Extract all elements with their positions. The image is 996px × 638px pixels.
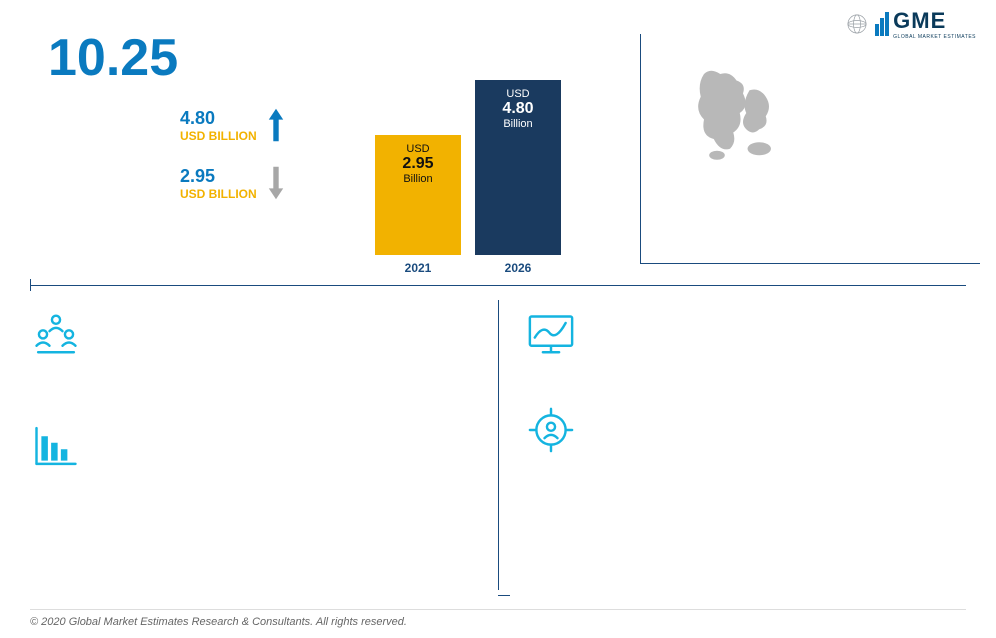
low-value-block: 2.95 USD BILLION bbox=[180, 163, 360, 203]
low-value: 2.95 bbox=[180, 166, 257, 187]
fastest-region-text: Asia Pacific is projected to be the fast… bbox=[593, 328, 966, 374]
bar-2021-wrap: USD 2.95 Billion 2021 bbox=[375, 135, 461, 275]
largest-segment-body: LARGEST SEGMENT The cloud-based segment … bbox=[98, 420, 478, 472]
high-unit: USD BILLION bbox=[180, 129, 257, 143]
cagr-block: 10.25 % CAGR (2021-2026) bbox=[48, 32, 200, 102]
bar-2026-wrap: USD 4.80 Billion 2026 bbox=[475, 80, 561, 275]
region-title: LARGEST REGION bbox=[665, 186, 980, 200]
bar-2026-value: 4.80 bbox=[502, 100, 533, 118]
region-text: North America is projected to be the lar… bbox=[665, 206, 945, 252]
bar-2021-year: 2021 bbox=[405, 261, 432, 275]
key-players-panel: KEY PLAYERS IQVIA Inc, CRF Health, Medid… bbox=[30, 310, 498, 390]
low-value-text: 2.95 USD BILLION bbox=[180, 166, 257, 201]
cagr-value: 10.25 bbox=[48, 29, 178, 87]
high-value-block: 4.80 USD BILLION bbox=[180, 105, 360, 145]
bar-chart-icon bbox=[30, 420, 82, 472]
bar-2026-unit: Billion bbox=[503, 118, 532, 130]
fastest-region-panel: FASTEST GROWING REGION Asia Pacific is p… bbox=[525, 310, 966, 374]
fastest-region-title: FASTEST GROWING REGION bbox=[593, 310, 966, 324]
bottom-row: KEY PLAYERS IQVIA Inc, CRF Health, Medid… bbox=[30, 300, 966, 590]
arrow-down-icon bbox=[267, 163, 285, 203]
bottom-left-column: KEY PLAYERS IQVIA Inc, CRF Health, Medid… bbox=[30, 300, 498, 590]
fastest-segment-text: Contract research organizations segment … bbox=[593, 422, 966, 468]
cagr-label: CAGR (2021-2026) bbox=[48, 88, 200, 102]
bar-2021: USD 2.95 Billion bbox=[375, 135, 461, 255]
copyright-text: © 2020 Global Market Estimates Research … bbox=[30, 609, 966, 628]
high-value-text: 4.80 USD BILLION bbox=[180, 108, 257, 143]
hr-divider bbox=[30, 285, 966, 286]
key-players-text: IQVIA Inc, CRF Health, Medidata Solution… bbox=[98, 328, 478, 390]
fastest-segment-body: FASTEST GROWING SEGMENT Contract researc… bbox=[593, 404, 966, 468]
values-column: 4.80 USD BILLION 2.95 USD BILLION bbox=[180, 105, 360, 221]
fastest-region-body: FASTEST GROWING REGION Asia Pacific is p… bbox=[593, 310, 966, 374]
bar-2026: USD 4.80 Billion bbox=[475, 80, 561, 255]
bar-2021-value: 2.95 bbox=[402, 155, 433, 173]
analysis-icon bbox=[70, 120, 150, 200]
bar-2026-usd: USD bbox=[506, 88, 529, 100]
largest-segment-text: The cloud-based segment is projected to … bbox=[98, 438, 478, 469]
key-players-title: KEY PLAYERS bbox=[98, 310, 478, 324]
largest-segment-panel: LARGEST SEGMENT The cloud-based segment … bbox=[30, 420, 498, 472]
cagr-percent: % bbox=[183, 58, 201, 80]
globe-icon bbox=[665, 48, 795, 178]
largest-segment-title: LARGEST SEGMENT bbox=[98, 420, 478, 434]
top-row: 10.25 % CAGR (2021-2026) 4 bbox=[30, 20, 966, 280]
bar-2021-unit: Billion bbox=[403, 173, 432, 185]
bar-2021-usd: USD bbox=[406, 143, 429, 155]
people-icon bbox=[30, 310, 82, 362]
monitor-chart-icon bbox=[525, 310, 577, 362]
low-unit: USD BILLION bbox=[180, 187, 257, 201]
region-panel: LARGEST REGION North America is projecte… bbox=[640, 34, 980, 264]
fastest-segment-title: FASTEST GROWING SEGMENT bbox=[593, 404, 966, 418]
high-value: 4.80 bbox=[180, 108, 257, 129]
arrow-up-icon bbox=[267, 105, 285, 145]
market-bar-chart: USD 2.95 Billion 2021 USD 4.80 Billion 2… bbox=[375, 75, 585, 275]
key-players-body: KEY PLAYERS IQVIA Inc, CRF Health, Medid… bbox=[98, 310, 478, 390]
bottom-right-column: FASTEST GROWING REGION Asia Pacific is p… bbox=[498, 300, 966, 590]
fastest-segment-panel: FASTEST GROWING SEGMENT Contract researc… bbox=[525, 404, 966, 468]
bar-2026-year: 2026 bbox=[505, 261, 532, 275]
target-icon bbox=[525, 404, 577, 456]
infographic-container: GME GLOBAL MARKET ESTIMATES 10.25 % CAGR… bbox=[0, 0, 996, 638]
